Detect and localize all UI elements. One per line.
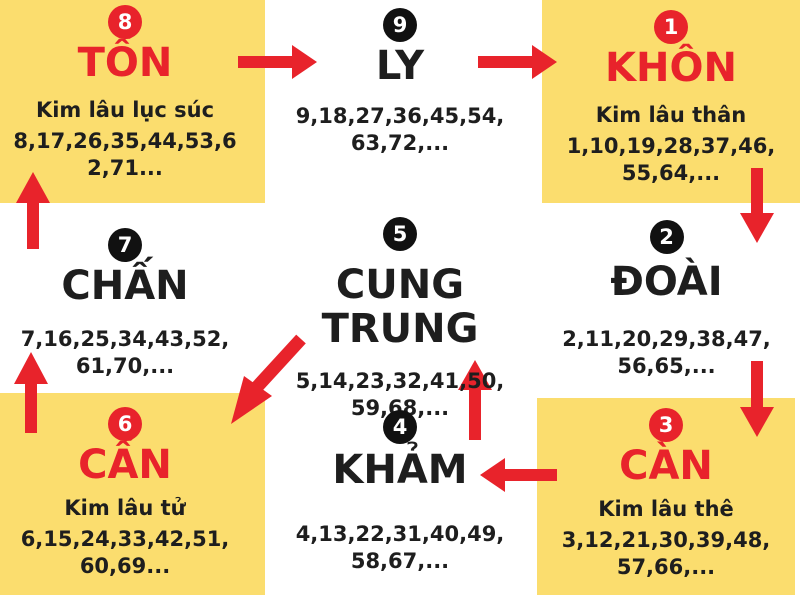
cell-title: KHẢM	[332, 447, 468, 493]
cell-title: TỐN	[77, 40, 173, 86]
cell-subtitle: Kim lâu thân	[595, 103, 747, 127]
cell-ly: 9 LY 9,18,27,36,45,54, 63,72,...	[267, 8, 533, 157]
cell-numbers: 5,14,23,32,41,50, 59,68,...	[295, 369, 505, 420]
number-badge: 5	[383, 217, 417, 251]
cell-numbers: 2,11,20,29,38,47, 56,65,...	[562, 327, 771, 378]
arrow-down-icon	[740, 168, 774, 243]
number-badge: 6	[108, 407, 142, 441]
number-badge: 4	[383, 410, 417, 444]
arrow-up-icon	[14, 352, 48, 433]
cell-chan: 7 CHẤN 7,16,25,34,43,52, 61,70,...	[0, 228, 250, 380]
cell-subtitle: Kim lâu lục súc	[35, 98, 215, 122]
cell-can-3: 3 CÀN Kim lâu thê 3,12,21,30,39,48, 57,6…	[537, 408, 795, 581]
number-badge: 8	[108, 5, 142, 39]
number-badge: 3	[649, 408, 683, 442]
arrow-up-icon	[458, 360, 492, 440]
cell-numbers: 1,10,19,28,37,46, 55,64,...	[566, 134, 776, 185]
cell-can-6: 6 CẤN Kim lâu tử 6,15,24,33,42,51, 60,69…	[0, 407, 250, 580]
number-badge: 2	[649, 220, 684, 254]
arrow-left-icon	[480, 458, 557, 492]
cell-khon: 1 KHÔN Kim lâu thân 1,10,19,28,37,46, 55…	[542, 10, 800, 187]
number-badge: 9	[383, 8, 417, 42]
cell-cung-trung: 5 CUNG TRUNG 5,14,23,32,41,50, 59,68,...	[267, 217, 533, 422]
cell-title: KHÔN	[605, 45, 737, 91]
cell-subtitle: Kim lâu tử	[64, 496, 186, 520]
cell-numbers: 6,15,24,33,42,51, 60,69...	[20, 527, 230, 578]
arrow-up-icon	[16, 172, 50, 249]
cell-title: CHẤN	[61, 263, 189, 309]
arrow-right-icon	[478, 45, 557, 79]
cell-title: CẤN	[78, 442, 172, 488]
arrow-down-left-icon	[231, 334, 306, 424]
cell-ton: 8 TỐN Kim lâu lục súc 8,17,26,35,44,53,6…	[0, 5, 250, 182]
cell-title: CUNG TRUNG	[321, 262, 479, 352]
cell-kham: 4 KHẢM 4,13,22,31,40,49, 58,67,...	[267, 410, 533, 575]
cell-numbers: 7,16,25,34,43,52, 61,70,...	[20, 327, 230, 378]
cell-numbers: 4,13,22,31,40,49, 58,67,...	[295, 522, 505, 573]
arrow-right-icon	[238, 45, 317, 79]
cell-title: CÀN	[619, 443, 713, 489]
cell-doai: 2 ĐOÀI 2,11,20,29,38,47, 56,65,...	[533, 220, 800, 380]
cell-subtitle: Kim lâu thê	[598, 497, 734, 521]
number-badge: 1	[654, 10, 688, 44]
arrow-down-icon	[740, 361, 774, 437]
cell-title: LY	[375, 43, 425, 89]
cell-numbers: 3,12,21,30,39,48, 57,66,...	[561, 528, 771, 579]
cell-numbers: 9,18,27,36,45,54, 63,72,...	[295, 104, 505, 155]
cell-title: ĐOÀI	[610, 259, 723, 305]
number-badge: 7	[108, 228, 142, 262]
cell-numbers: 8,17,26,35,44,53,6 2,71...	[13, 129, 237, 180]
